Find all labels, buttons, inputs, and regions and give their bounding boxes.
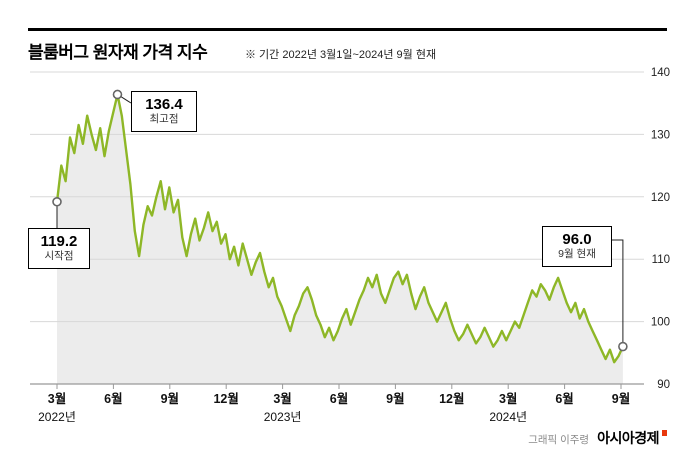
annotation-end: 96.0 9월 현재 <box>542 226 612 267</box>
graphic-credit-text: 그래픽 이주령 <box>528 434 590 446</box>
y-tick-label: 120 <box>651 192 670 204</box>
period-note: ※ 기간 2022년 3월1일~2024년 9월 현재 <box>245 49 437 61</box>
year-label: 2023년 <box>264 410 302 424</box>
x-tick-label: 6월 <box>555 391 573 406</box>
x-tick-label: 3월 <box>48 391 66 406</box>
y-tick-label: 100 <box>651 317 670 329</box>
index-line <box>55 93 625 364</box>
footer-credit: 그래픽 이주령 아시아경제 <box>528 428 667 448</box>
y-tick-label: 140 <box>651 67 670 79</box>
x-tick-label: 12월 <box>213 391 238 406</box>
end-connector <box>612 239 624 347</box>
year-label: 2024년 <box>489 410 527 424</box>
x-tick-label: 12월 <box>439 391 464 406</box>
peak-point-marker <box>112 89 123 100</box>
annotation-start: 119.2 시작점 <box>28 228 90 269</box>
page-title: 블룸버그 원자재 가격 지수 <box>28 43 208 62</box>
x-tick-label: 9월 <box>386 391 404 406</box>
x-tick-label: 6월 <box>330 391 348 406</box>
end-point-marker <box>618 341 628 352</box>
y-tick-label: 90 <box>657 379 670 391</box>
y-tick-label: 130 <box>651 129 670 141</box>
brand-logo-text: 아시아경제 <box>597 430 659 446</box>
annotation-peak-value: 136.4 <box>145 96 183 113</box>
brand-red-mark-icon <box>662 430 667 436</box>
annotation-start-label: 시작점 <box>44 250 74 263</box>
year-label: 2022년 <box>38 410 76 424</box>
annotation-start-value: 119.2 <box>40 233 78 250</box>
annotation-end-label: 9월 현재 <box>558 248 596 261</box>
y-tick-label: 110 <box>652 254 670 266</box>
annotation-peak: 136.4 최고점 <box>131 91 197 132</box>
top-rule <box>28 28 667 31</box>
area-fill <box>57 94 623 384</box>
x-tick-label: 9월 <box>161 391 179 406</box>
x-tick-label: 3월 <box>273 391 291 406</box>
annotation-end-value: 96.0 <box>562 231 592 248</box>
start-point-marker <box>52 196 62 207</box>
x-tick-label: 3월 <box>499 391 517 406</box>
annotation-peak-label: 최고점 <box>149 113 179 126</box>
x-tick-label: 9월 <box>612 391 630 406</box>
x-tick-label: 6월 <box>104 391 122 406</box>
